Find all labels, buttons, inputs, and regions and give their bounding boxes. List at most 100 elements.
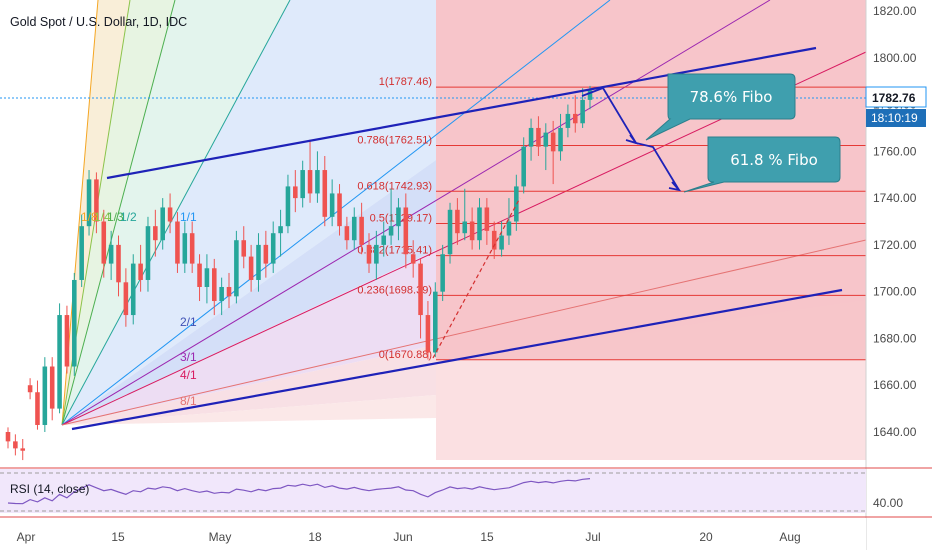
x-tick-label: Aug xyxy=(779,530,800,544)
x-tick-label: Jul xyxy=(585,530,600,544)
candle-body xyxy=(116,244,121,283)
candle-body xyxy=(447,209,453,255)
countdown-text: 18:10:19 xyxy=(871,111,918,125)
candle-body xyxy=(322,170,328,217)
callout-618-text: 61.8 % Fibo xyxy=(730,151,818,169)
candle-body xyxy=(329,193,335,217)
candle-body xyxy=(20,448,26,451)
candle-body xyxy=(307,170,313,194)
candle-body xyxy=(587,90,593,100)
candle-body xyxy=(440,254,445,292)
y-tick-label: 1700.00 xyxy=(873,285,917,299)
candle-body xyxy=(256,244,261,280)
candle-body xyxy=(455,209,460,234)
candle-body xyxy=(49,366,55,409)
rsi-pane[interactable]: RSI (14, close) 40.00 xyxy=(0,467,932,518)
price-axis[interactable] xyxy=(865,0,932,550)
candle-body xyxy=(536,127,541,147)
candle-body xyxy=(35,392,40,425)
candle-body xyxy=(337,193,342,227)
fib-level-label: 0.5(1729.17) xyxy=(370,212,432,224)
candle-body xyxy=(64,315,70,367)
candle-body xyxy=(285,186,291,227)
fan-label: 1/8 xyxy=(81,210,98,224)
fibo-618-callout[interactable]: 61.8 % Fibo xyxy=(683,136,841,193)
candle-body xyxy=(108,244,114,264)
candle-body xyxy=(565,113,571,128)
y-tick-label: 1720.00 xyxy=(873,238,917,252)
candle-body xyxy=(491,230,497,250)
candle-body xyxy=(381,235,387,245)
fib-level-label: 0.618(1742.93) xyxy=(357,180,432,192)
candle-body xyxy=(278,226,283,234)
fan-label: 3/1 xyxy=(180,350,197,364)
candle-body xyxy=(550,132,556,152)
candle-body xyxy=(219,286,224,302)
candle-body xyxy=(27,385,33,393)
candle-body xyxy=(469,221,475,241)
candle-body xyxy=(101,221,107,264)
trend-channel[interactable] xyxy=(71,46,843,431)
time-axis[interactable] xyxy=(0,518,866,550)
rsi-label: RSI (14, close) xyxy=(10,482,89,496)
candle-body xyxy=(366,244,372,264)
candle-body xyxy=(315,170,320,194)
candle-body xyxy=(57,315,62,409)
x-tick-label: 20 xyxy=(699,530,713,544)
price-badge xyxy=(865,86,927,108)
fan-label: 4/1 xyxy=(180,368,197,382)
x-tick-label: 18 xyxy=(308,530,322,544)
candle-body xyxy=(558,127,563,152)
fib-level-label: 0(1670.88) xyxy=(379,349,432,361)
candle-body xyxy=(425,315,431,353)
chart-title: Gold Spot / U.S. Dollar, 1D, IDC xyxy=(10,15,187,29)
y-tick-label: 1760.00 xyxy=(873,144,917,158)
candle-body xyxy=(433,291,438,353)
candle-body xyxy=(5,432,11,442)
candle-body xyxy=(175,221,180,264)
candle-body xyxy=(130,263,136,316)
candle-body xyxy=(396,207,401,227)
candle-body xyxy=(204,268,210,287)
candle-body xyxy=(167,207,173,222)
candle-body xyxy=(234,240,239,297)
fan-label: 8/1 xyxy=(180,394,197,408)
candle-body xyxy=(226,286,232,297)
candle-body xyxy=(528,127,534,147)
candle-body xyxy=(506,221,512,236)
fan-label: 1/3 xyxy=(107,210,124,224)
candle-body xyxy=(462,221,468,234)
price-badge-text: 1782.76 xyxy=(872,91,916,105)
y-tick-label: 1660.00 xyxy=(873,378,917,392)
candle-body xyxy=(241,240,247,257)
candle-body xyxy=(94,179,99,222)
fan-label: 2/1 xyxy=(180,315,197,329)
candle-body xyxy=(580,99,585,124)
candle-body xyxy=(359,216,364,245)
candle-body xyxy=(160,207,165,241)
candle-body xyxy=(293,186,298,199)
gann-fan-labels: 1/81/41/31/2 1/1 2/1 3/1 4/1 8/1 xyxy=(81,210,197,408)
fib-level-label: 0.786(1762.51) xyxy=(357,134,432,146)
candle-body xyxy=(403,207,409,255)
candle-body xyxy=(543,132,549,147)
x-tick-label: 15 xyxy=(111,530,125,544)
fibo-786-callout[interactable]: 78.6% Fibo xyxy=(645,73,796,141)
candle-body xyxy=(300,170,305,199)
candle-body xyxy=(263,244,269,264)
fib-level-label: 1(1787.46) xyxy=(379,76,432,88)
candle-body xyxy=(572,113,578,124)
y-tick-label: 1680.00 xyxy=(873,331,917,345)
candle-body xyxy=(13,441,18,449)
fan-label: 1/1 xyxy=(180,210,197,224)
candle-body xyxy=(418,263,423,316)
candle-body xyxy=(86,179,92,227)
candle-body xyxy=(42,366,48,425)
x-axis-ticks: Apr 15 May 18 Jun 15 Jul 20 Aug xyxy=(17,530,801,544)
candle-body xyxy=(138,263,143,280)
candle-body xyxy=(499,235,504,250)
candle-body xyxy=(79,226,84,280)
candle-body xyxy=(484,207,490,231)
